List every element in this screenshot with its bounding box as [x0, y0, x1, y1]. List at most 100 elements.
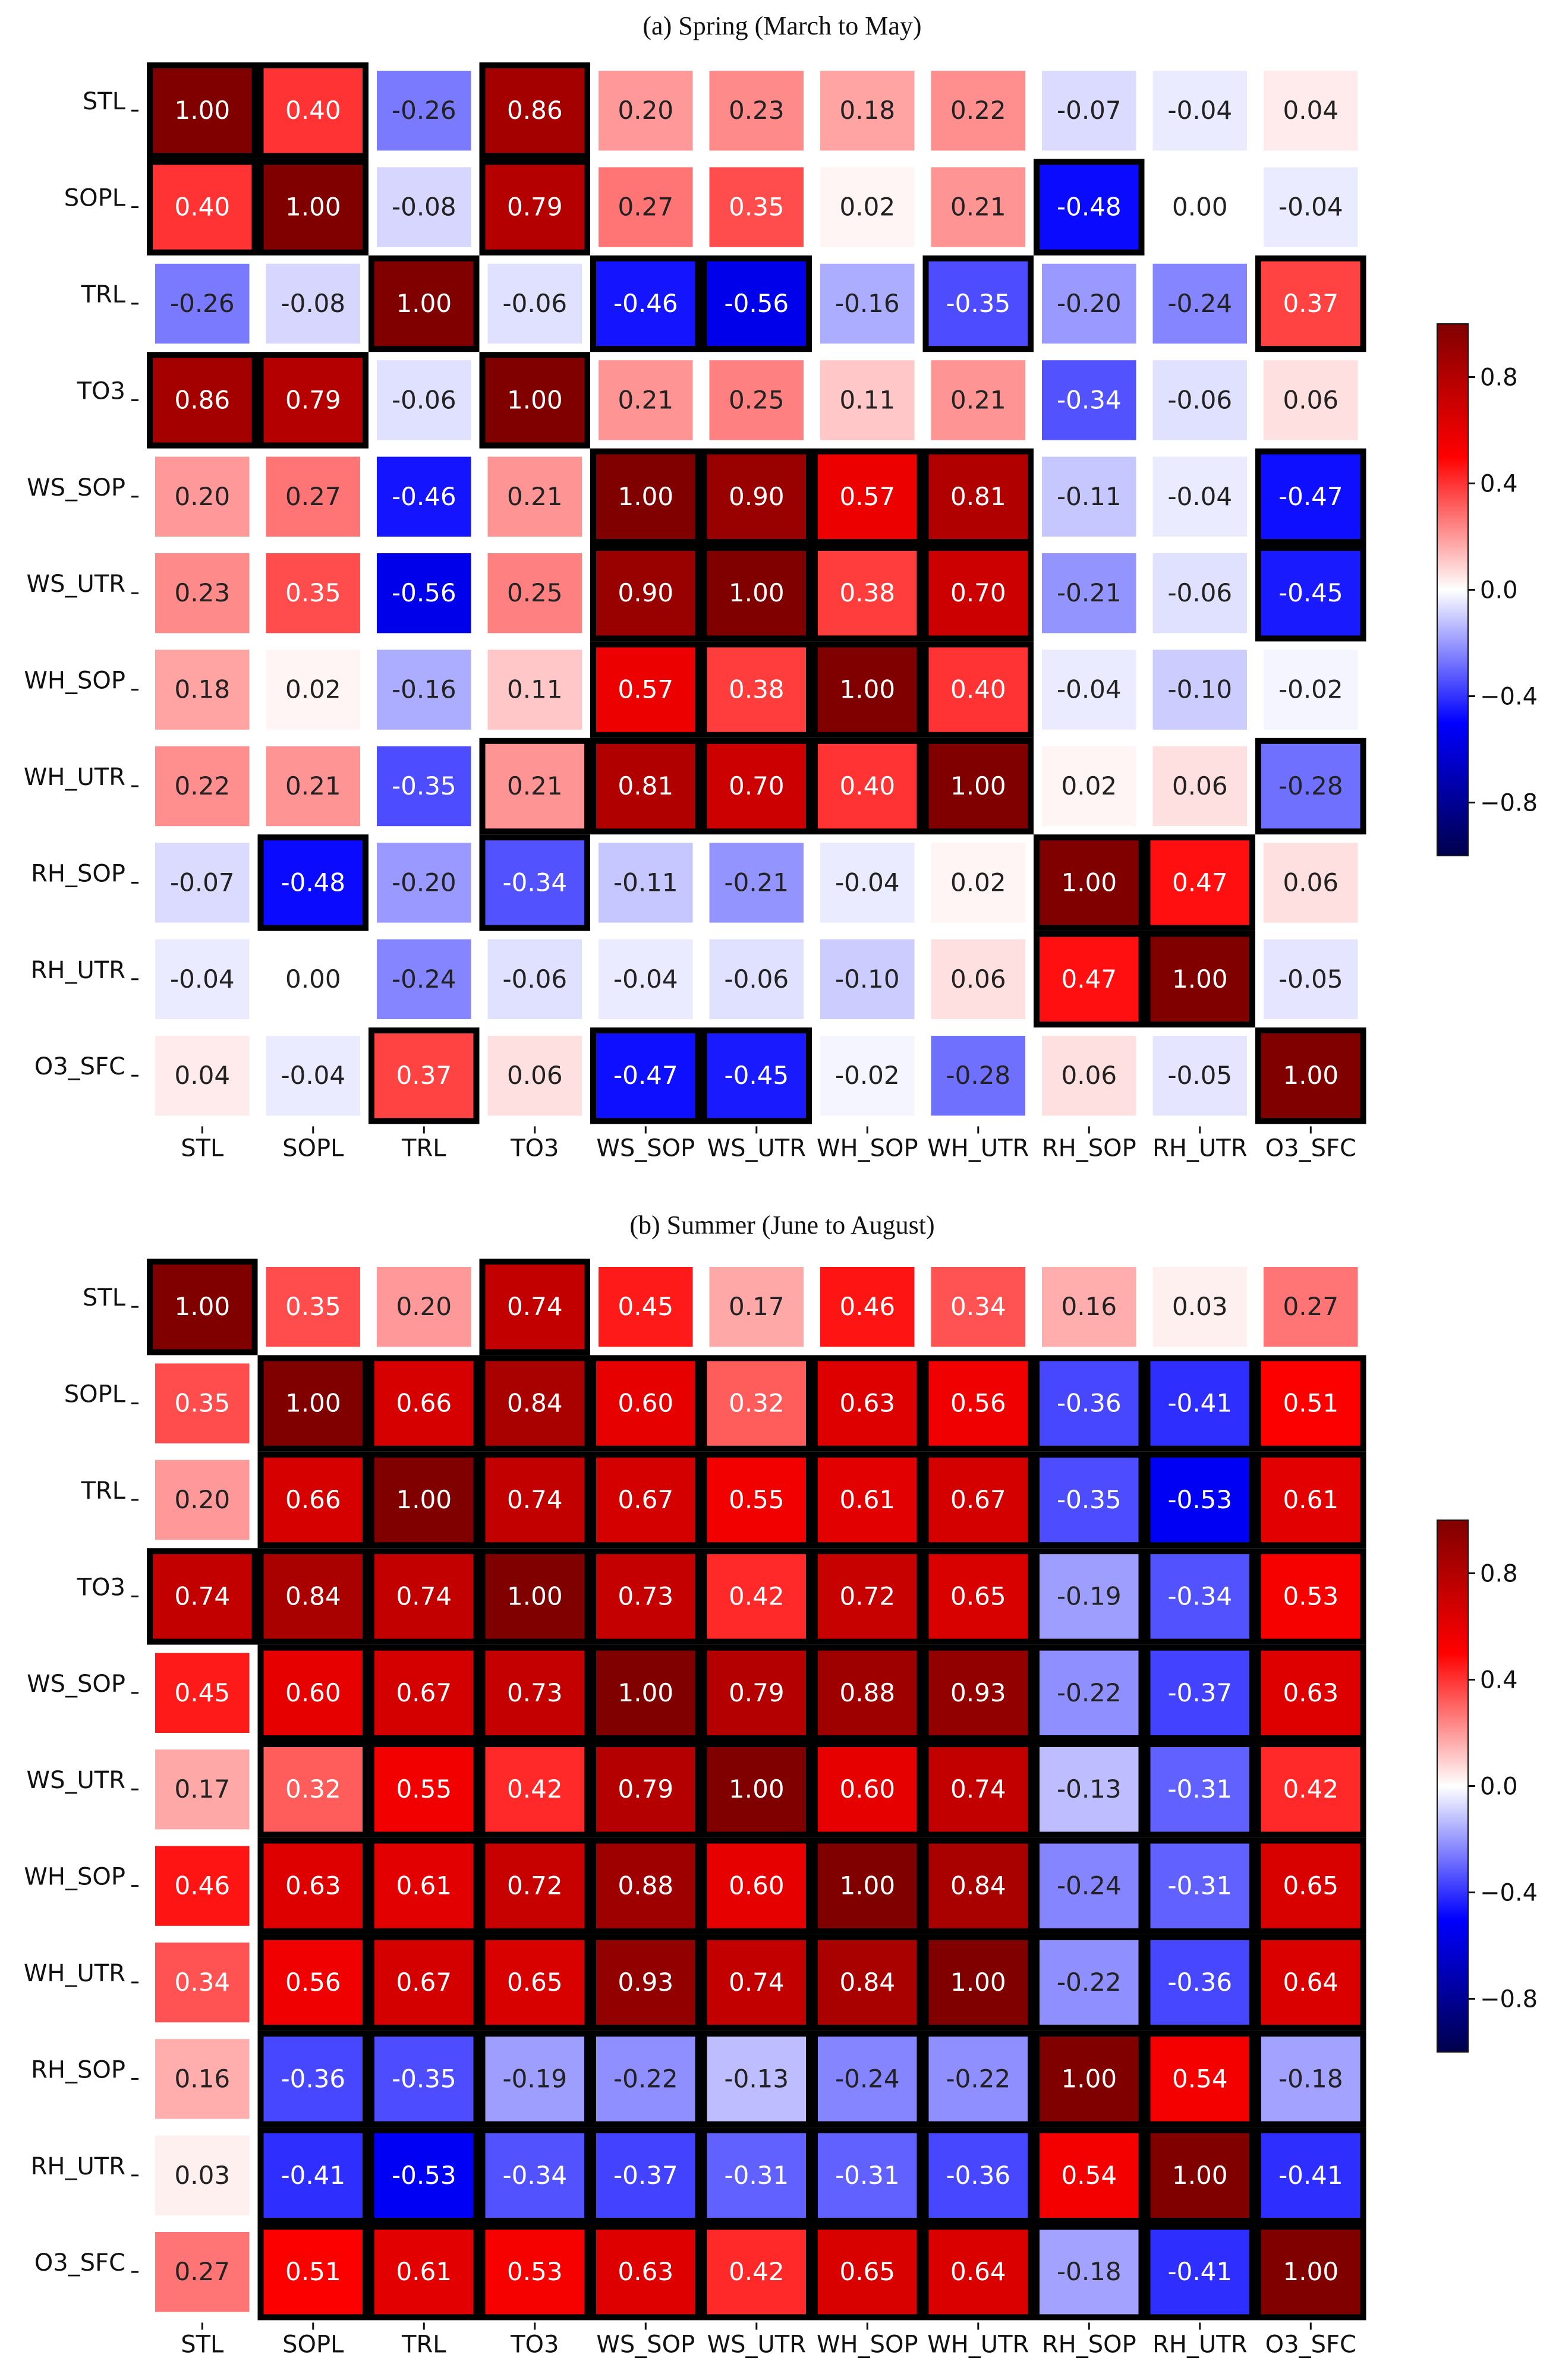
cell-value-label: 0.67	[396, 1968, 452, 1997]
cell-value-label: 0.63	[285, 1871, 341, 1900]
cell-value-label: 0.27	[1283, 1292, 1339, 1321]
colorbar	[1437, 1520, 1469, 2053]
colorbar-tick-label: −0.4	[1480, 1880, 1538, 1907]
heatmap-cell	[596, 1361, 695, 1446]
cell-value-label: -0.22	[613, 2064, 678, 2093]
heatmap-cell	[266, 553, 360, 633]
y-tick-label-trl: TRL	[80, 1477, 125, 1505]
cell-value-label: 0.40	[950, 675, 1006, 704]
heatmap-cell	[707, 1457, 806, 1543]
heatmap-cell	[155, 650, 250, 730]
cell-value-label: -0.34	[502, 868, 567, 897]
y-tick-label-sopl: SOPL	[64, 1381, 126, 1408]
heatmap-cell	[818, 1457, 917, 1543]
cell-value-label: 0.67	[396, 1678, 452, 1707]
heatmap-cell	[1150, 1747, 1249, 1832]
heatmap-cell	[155, 456, 250, 537]
heatmap-cell	[596, 454, 695, 539]
heatmap-cell	[1261, 743, 1360, 829]
cell-value-label: 0.70	[729, 771, 785, 800]
heatmap-cell	[155, 1846, 250, 1926]
cell-value-label: -0.04	[1278, 193, 1343, 222]
cell-value-label: 0.60	[729, 1871, 785, 1900]
cell-value-label: 0.37	[1283, 289, 1339, 318]
cell-value-label: 0.84	[840, 1968, 896, 1997]
heatmap-cell	[931, 360, 1025, 440]
cell-value-label: 0.27	[285, 482, 341, 511]
cell-value-label: 0.22	[175, 771, 231, 800]
heatmap-cell	[374, 1554, 474, 1639]
x-tick-label-trl: TRL	[401, 2331, 446, 2358]
heatmap-cell	[485, 1361, 584, 1446]
heatmap-cell	[485, 1650, 584, 1735]
cell-value-label: 0.65	[507, 1968, 563, 1997]
heatmap-cell	[485, 1554, 584, 1639]
cell-value-label: 0.79	[618, 1774, 674, 1804]
cell-value-label: -0.02	[835, 1061, 900, 1090]
cell-value-label: 0.23	[175, 578, 231, 607]
cell-value-label: -0.24	[835, 2064, 900, 2093]
x-tick-label-trl: TRL	[401, 1134, 446, 1162]
cell-value-label: 0.21	[618, 385, 674, 414]
cell-value-label: -0.36	[281, 2064, 345, 2093]
cell-value-label: 1.00	[1283, 2257, 1339, 2286]
colorbar-tick-label: 0.0	[1480, 1773, 1518, 1801]
heatmap-cell	[263, 1457, 363, 1543]
cell-value-label: -0.31	[1167, 1871, 1232, 1900]
heatmap-cell	[928, 1650, 1028, 1735]
heatmap-cell	[1150, 2037, 1249, 2121]
heatmap-cell	[818, 1843, 917, 1928]
cell-value-label: -0.10	[1167, 675, 1232, 704]
heatmap-cell	[485, 1457, 584, 1543]
x-tick-label-wh-sop: WH_SOP	[817, 1134, 918, 1162]
x-tick-label-stl: STL	[181, 2331, 224, 2358]
cell-value-label: 1.00	[1062, 2064, 1117, 2093]
heatmap-cell	[1152, 456, 1247, 537]
cell-value-label: -0.24	[392, 964, 456, 994]
heatmap-cell	[1042, 71, 1136, 151]
cell-value-label: 0.61	[1283, 1485, 1339, 1514]
heatmap-cell	[485, 840, 584, 925]
cell-value-label: -0.22	[1057, 1678, 1122, 1707]
heatmap-cell	[818, 551, 917, 636]
heatmap-cell	[709, 843, 804, 923]
heatmap-cell	[599, 360, 693, 440]
cell-value-label: 0.84	[507, 1389, 563, 1418]
heatmap-cell	[1261, 2230, 1360, 2315]
heatmap-cell	[1150, 1554, 1249, 1639]
cell-value-label: 0.79	[285, 385, 341, 414]
cell-value-label: 0.66	[396, 1389, 452, 1418]
cell-value-label: 0.53	[507, 2257, 563, 2286]
heatmap-cell	[707, 2230, 806, 2315]
heatmap-cell	[1150, 1843, 1249, 1928]
heatmap-cell	[709, 1267, 804, 1347]
x-tick-label-rh-utr: RH_UTR	[1152, 1134, 1247, 1162]
heatmap-cell	[928, 1361, 1028, 1446]
cell-value-label: 0.86	[507, 96, 563, 125]
heatmap-cell	[707, 1650, 806, 1735]
cell-value-label: -0.31	[835, 2161, 900, 2190]
heatmap-cell	[1042, 1036, 1136, 1116]
heatmap-cell	[928, 2037, 1028, 2121]
cell-value-label: -0.46	[613, 289, 678, 318]
heatmap-cell	[1264, 167, 1358, 247]
cell-value-label: -0.35	[392, 771, 456, 800]
heatmap-cell	[1040, 1361, 1139, 1446]
heatmap-cell	[1152, 1267, 1247, 1347]
cell-value-label: 0.37	[396, 1061, 452, 1090]
heatmap-cell	[374, 1940, 474, 2025]
cell-value-label: 1.00	[1172, 964, 1228, 994]
cell-value-label: -0.13	[1057, 1774, 1122, 1804]
cell-value-label: 0.57	[618, 675, 674, 704]
cell-value-label: 0.34	[950, 1292, 1006, 1321]
cell-value-label: 1.00	[396, 289, 452, 318]
heatmap-cell	[263, 1940, 363, 2025]
cell-value-label: 0.51	[1283, 1389, 1339, 1418]
heatmap-cell	[596, 261, 695, 346]
cell-value-label: 0.21	[507, 771, 563, 800]
cell-value-label: 1.00	[950, 771, 1006, 800]
cell-value-label: 0.35	[729, 193, 785, 222]
heatmap-cell	[709, 167, 804, 247]
cell-value-label: -0.18	[1278, 2064, 1343, 2093]
cell-value-label: 0.88	[840, 1678, 896, 1707]
